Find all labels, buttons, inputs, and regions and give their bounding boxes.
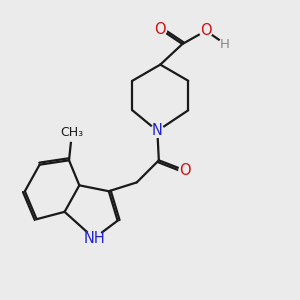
Text: O: O (179, 163, 191, 178)
Text: O: O (200, 23, 212, 38)
Circle shape (219, 38, 231, 50)
Text: O: O (154, 22, 166, 37)
Text: NH: NH (83, 231, 105, 246)
Circle shape (63, 124, 81, 141)
Circle shape (151, 124, 164, 137)
Circle shape (154, 23, 167, 36)
Text: CH₃: CH₃ (60, 126, 83, 139)
Text: N: N (152, 123, 163, 138)
Circle shape (200, 24, 212, 37)
Circle shape (86, 230, 102, 247)
Circle shape (179, 164, 192, 177)
Text: H: H (220, 38, 230, 50)
